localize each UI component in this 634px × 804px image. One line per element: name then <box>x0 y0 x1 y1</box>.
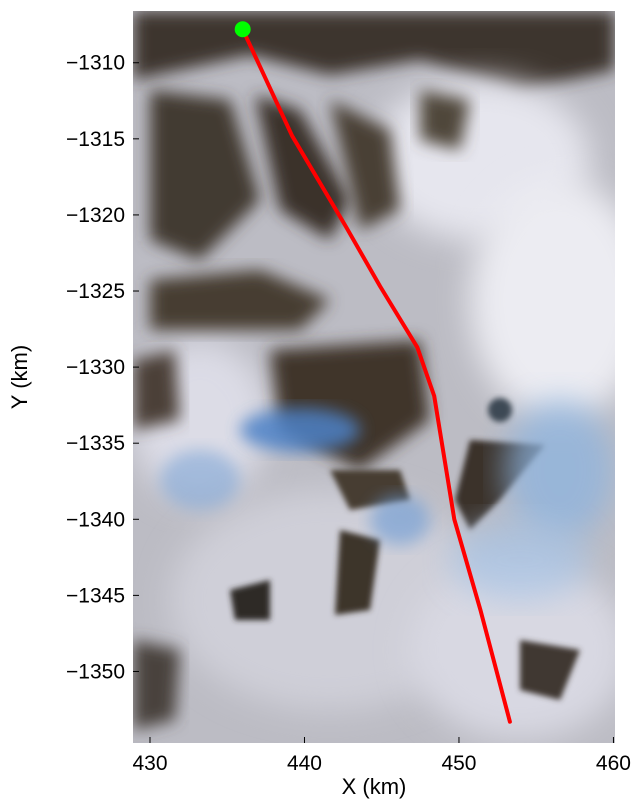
y-tick-label: −1350 <box>66 660 125 683</box>
y-tick-label: −1310 <box>66 52 125 75</box>
y-tick-label: −1335 <box>66 432 125 455</box>
y-tick-label: −1345 <box>66 584 125 607</box>
satellite-image <box>133 11 615 743</box>
y-tick-label: −1330 <box>66 356 125 379</box>
y-axis-label: Y (km) <box>7 345 32 409</box>
x-tick-label: 440 <box>287 752 322 775</box>
x-tick-label: 460 <box>596 752 631 775</box>
x-tick-label: 450 <box>441 752 476 775</box>
y-tick-label: −1320 <box>66 204 125 227</box>
x-axis-label: X (km) <box>342 774 407 799</box>
y-tick-label: −1315 <box>66 128 125 151</box>
y-tick-label: −1340 <box>66 508 125 531</box>
start-marker <box>234 21 251 38</box>
y-tick-label: −1325 <box>66 280 125 303</box>
x-tick-label: 430 <box>132 752 167 775</box>
track-line <box>240 27 512 724</box>
